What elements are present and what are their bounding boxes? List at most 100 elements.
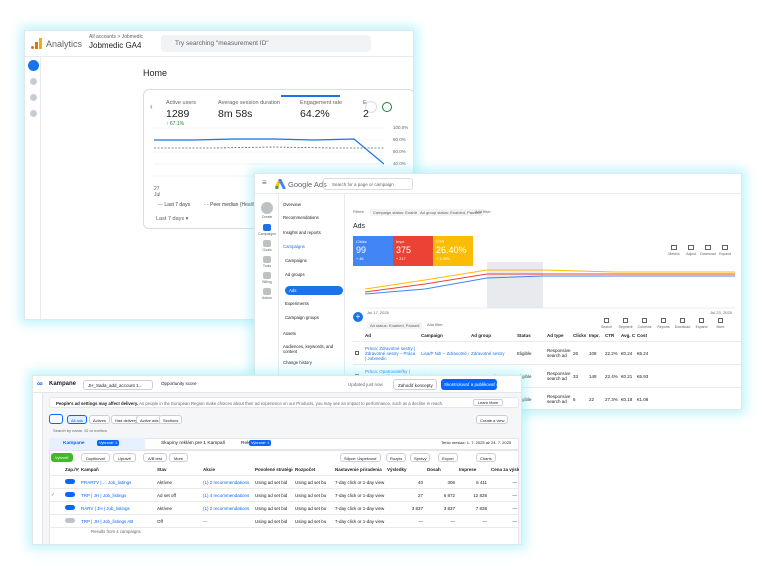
column-header[interactable]: Ad group (471, 333, 491, 338)
column-header[interactable]: Campaign (421, 333, 443, 338)
toggle[interactable] (63, 479, 79, 485)
opportunity-score[interactable]: Opportunity score (161, 381, 197, 386)
table-cell[interactable]: Off (157, 518, 163, 524)
column-header[interactable]: CTR (605, 333, 615, 338)
column-header[interactable]: Imprese (459, 467, 477, 472)
discard-button[interactable]: Zahodiť koncepty (393, 379, 437, 390)
toolbar-icon[interactable] (661, 318, 666, 323)
rail-icon[interactable] (263, 256, 271, 263)
table-cell[interactable]: PRARTV | ... Job_listings (81, 479, 132, 485)
table-cell[interactable]: Aktívne (157, 479, 173, 485)
menu-icon[interactable]: ≡ (262, 178, 267, 187)
metric-tile[interactable]: Clicks 99 + 46 (353, 236, 393, 266)
table-filter[interactable]: Add filter (427, 322, 443, 327)
toolbar-icon[interactable] (680, 318, 685, 323)
column-header[interactable]: Rozpočet (295, 467, 316, 472)
selection-badge[interactable]: Vybrané: 1 (97, 440, 120, 446)
column-header[interactable]: Zap./Vyp. (65, 467, 79, 472)
chart-tool-icon[interactable] (705, 245, 711, 250)
tab[interactable]: Skupiny reklám pre 1 Kampaň (161, 441, 226, 446)
date-range[interactable]: Last 7 days ▾ (156, 216, 189, 222)
advertising-icon[interactable] (30, 110, 37, 117)
breadcrumb[interactable]: All accounts > Jobmedic (89, 34, 144, 40)
insights-button[interactable] (365, 101, 377, 113)
toolbar-icon[interactable] (623, 318, 628, 323)
column-header[interactable]: Cost (637, 333, 647, 338)
column-header[interactable]: Impr. (589, 333, 600, 338)
menu-item[interactable]: Campaigns (283, 244, 305, 249)
menu-item[interactable]: Ad groups (285, 272, 305, 277)
table-cell[interactable]: Práca: Zdravotné sestry | Zdravotné sest… (365, 345, 416, 361)
column-header[interactable]: Ad (365, 333, 371, 338)
toolbar-icon[interactable] (604, 318, 609, 323)
table-cell[interactable]: Ad set off (157, 492, 176, 498)
column-header[interactable]: Status (517, 333, 531, 338)
view-button[interactable]: Charts (476, 453, 496, 462)
filter-chip[interactable]: Ad group status: Enabled, Paused (417, 209, 484, 216)
toolbar-icon[interactable] (718, 318, 723, 323)
add-button[interactable]: + (353, 312, 363, 322)
tab[interactable]: Reklamy (227, 438, 323, 450)
view-button[interactable]: Rozpis (386, 453, 407, 462)
menu-item[interactable]: Experiments (285, 301, 309, 306)
toggle[interactable] (63, 518, 79, 524)
filter-chip[interactable]: Campaign status: Enabled (370, 209, 423, 216)
rail-icon[interactable] (263, 224, 271, 231)
search-box[interactable]: Search for a page or campaign (323, 178, 413, 190)
action-button[interactable]: Upraviť (113, 453, 137, 462)
filter-chip[interactable]: Actives (89, 415, 110, 424)
rail-icon[interactable] (263, 240, 271, 247)
menu-item[interactable]: Assets (283, 331, 296, 336)
view-button[interactable]: Správy (410, 453, 431, 462)
filter-chip[interactable]: Sections (159, 415, 183, 424)
action-button[interactable]: A/B test (143, 453, 168, 462)
metric-tile[interactable]: CTR 26.40% + 1.05% (433, 236, 473, 266)
search-box[interactable]: Try searching "measurement ID" (161, 35, 371, 52)
table-cell[interactable]: Lisa/P Nitr – Zdravotné sestry (421, 350, 469, 356)
toolbar-icon[interactable] (642, 318, 647, 323)
view-button[interactable]: Export (438, 453, 458, 462)
action-button[interactable]: Duplikovať (81, 453, 111, 462)
column-header[interactable]: Povolené stratégie (255, 467, 293, 472)
table-cell[interactable]: Zdravotné sestry (471, 350, 505, 356)
view-button[interactable]: Stĺpce: Úspešnosť (340, 453, 381, 462)
search-icon[interactable] (49, 414, 63, 424)
selection-badge[interactable]: Vybrané: 1 (249, 440, 272, 446)
column-header[interactable]: Ad type (547, 333, 564, 338)
account-selector[interactable]: JH_Sada_add_account 1... (83, 380, 153, 390)
create-view-button[interactable]: Create a view (476, 415, 508, 424)
rail-icon[interactable] (261, 202, 273, 214)
publish-button[interactable]: Skontrolovať a publikovať (1) (441, 379, 497, 390)
menu-item-selected[interactable]: Ads (285, 286, 343, 295)
learn-more-button[interactable]: Learn More (473, 399, 503, 406)
table-cell[interactable]: TRP | JH | Job_listings (81, 492, 127, 498)
toggle[interactable] (63, 492, 79, 498)
table-cell[interactable]: TRP | JH | Job_listings AB (81, 518, 134, 524)
menu-item[interactable]: Campaigns (285, 258, 307, 263)
filter-chip[interactable]: Add filter (475, 209, 491, 214)
toggle[interactable] (63, 505, 79, 511)
explore-icon[interactable] (30, 94, 37, 101)
column-header[interactable]: Avg. CPC (621, 333, 635, 338)
column-header[interactable]: Cena za výsledok (491, 467, 519, 472)
action-button[interactable]: More (169, 453, 189, 462)
rail-icon[interactable] (263, 272, 271, 279)
chart-tool-icon[interactable] (722, 245, 728, 250)
home-icon[interactable] (28, 60, 39, 71)
filter-label[interactable]: Filters (353, 209, 364, 214)
property-name[interactable]: Jobmedic GA4 (89, 41, 142, 50)
prev-arrow[interactable]: ‹ (150, 102, 153, 111)
table-cell[interactable]: Aktívne (157, 505, 173, 511)
column-header[interactable]: Akcie (203, 467, 216, 472)
reports-icon[interactable] (30, 78, 37, 85)
menu-item[interactable]: Campaign groups (285, 315, 319, 320)
metric-tile[interactable]: Impr. 375 + 217 (393, 236, 433, 266)
column-header[interactable]: Dosah (427, 467, 441, 472)
column-header[interactable]: Clicks (573, 333, 587, 338)
column-header[interactable]: Kampaň (81, 467, 99, 472)
table-cell[interactable]: (1) 2 recommendations (203, 505, 250, 511)
menu-item[interactable]: Audiences, keywords, and content (283, 344, 334, 354)
chart-tool-icon[interactable] (688, 245, 694, 250)
row-checkbox[interactable] (353, 350, 363, 356)
chart-tool-icon[interactable] (671, 245, 677, 250)
